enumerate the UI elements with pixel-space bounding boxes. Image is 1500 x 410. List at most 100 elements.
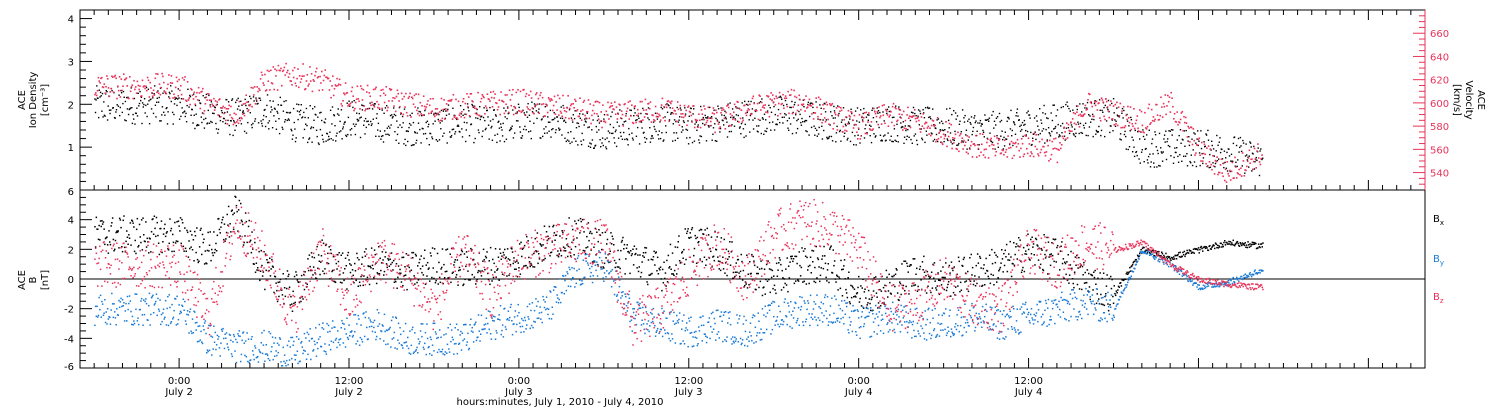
density-point xyxy=(392,116,394,118)
density-point xyxy=(519,126,521,128)
velocity-point xyxy=(191,89,193,91)
velocity-point xyxy=(473,105,475,108)
velocity-point xyxy=(411,97,414,100)
density-point xyxy=(707,125,710,127)
density-point xyxy=(1186,165,1189,167)
velocity-point xyxy=(603,120,606,122)
velocity-point xyxy=(150,87,152,89)
density-point xyxy=(750,100,752,103)
b-bx-point xyxy=(1032,246,1034,248)
velocity-point xyxy=(1260,157,1263,160)
velocity-point xyxy=(1060,144,1063,146)
b-bx-point xyxy=(976,282,978,285)
b-bx-point xyxy=(1108,277,1111,280)
density-point xyxy=(301,117,303,119)
density-point xyxy=(289,111,292,114)
density-point xyxy=(282,128,284,130)
b-bx-point xyxy=(559,235,561,237)
density-point xyxy=(451,128,453,131)
velocity-point xyxy=(964,141,967,143)
b-bx-point xyxy=(946,286,948,289)
b-bx-point xyxy=(861,287,863,289)
density-point xyxy=(368,107,371,110)
velocity-point xyxy=(967,152,969,155)
velocity-point xyxy=(252,87,254,89)
velocity-point xyxy=(998,139,1000,142)
b-bx-point xyxy=(498,279,500,281)
b-bx-point xyxy=(930,271,933,273)
density-point xyxy=(152,112,155,115)
velocity-point xyxy=(356,85,359,88)
b-bx-point xyxy=(403,274,405,277)
velocity-point xyxy=(856,131,858,133)
density-point xyxy=(342,128,344,130)
b-bx-point xyxy=(647,259,650,261)
density-point xyxy=(192,93,195,95)
b-bx-point xyxy=(807,269,809,271)
velocity-point xyxy=(376,100,378,103)
b-bx-point xyxy=(622,236,624,239)
velocity-point xyxy=(440,97,443,100)
velocity-point xyxy=(1198,137,1201,139)
velocity-point xyxy=(387,106,389,109)
b-bx-point xyxy=(139,236,141,238)
velocity-point xyxy=(691,121,693,123)
density-point xyxy=(1016,108,1019,110)
b-bx-point xyxy=(782,277,784,279)
b-bx-point xyxy=(208,250,210,252)
velocity-point xyxy=(661,97,664,100)
density-point xyxy=(501,129,503,131)
velocity-point xyxy=(195,95,197,98)
density-point xyxy=(1060,106,1062,109)
b-bx-point xyxy=(598,229,600,231)
density-point xyxy=(1216,160,1219,162)
b-bx-point xyxy=(845,288,847,291)
b-bx-point xyxy=(440,268,442,270)
b-bx-point xyxy=(259,279,261,282)
b-bx-point xyxy=(140,219,143,221)
velocity-point xyxy=(1173,112,1176,115)
b-bx-point xyxy=(925,292,928,294)
density-point xyxy=(1211,140,1213,142)
b-bx-point xyxy=(1257,247,1259,249)
density-point xyxy=(779,95,782,98)
density-point xyxy=(263,114,265,117)
density-point xyxy=(201,112,204,114)
b-bx-point xyxy=(369,265,371,268)
b-bx-point xyxy=(501,255,503,257)
density-point xyxy=(1249,142,1252,144)
velocity-point xyxy=(237,122,240,125)
b-bx-point xyxy=(1069,264,1072,266)
velocity-point xyxy=(698,113,700,115)
density-point xyxy=(1146,159,1149,161)
density-point xyxy=(1139,138,1141,140)
velocity-point xyxy=(562,94,564,97)
density-point xyxy=(692,113,694,115)
velocity-point xyxy=(575,100,577,102)
density-point xyxy=(834,117,836,119)
b-bx-point xyxy=(462,284,464,287)
velocity-point xyxy=(307,85,309,87)
density-point xyxy=(700,135,703,138)
b-bx-point xyxy=(424,283,427,285)
b-bx-point xyxy=(613,259,616,262)
b-bx-point xyxy=(145,246,148,248)
b-bx-point xyxy=(885,269,888,272)
density-point xyxy=(517,103,520,105)
b-by-point xyxy=(111,303,114,305)
density-point xyxy=(1084,122,1087,124)
density-point xyxy=(1032,137,1034,139)
b-bx-point xyxy=(119,219,122,221)
density-point xyxy=(250,124,253,126)
b-bx-point xyxy=(166,231,168,233)
density-point xyxy=(576,122,578,124)
b-bx-point xyxy=(654,252,657,254)
b-bx-point xyxy=(427,268,430,270)
density-point xyxy=(917,109,920,111)
velocity-point xyxy=(863,112,866,114)
density-point xyxy=(845,125,847,127)
density-point xyxy=(662,140,664,142)
velocity-point xyxy=(168,97,171,100)
density-point xyxy=(719,131,721,133)
density-point xyxy=(129,107,132,109)
